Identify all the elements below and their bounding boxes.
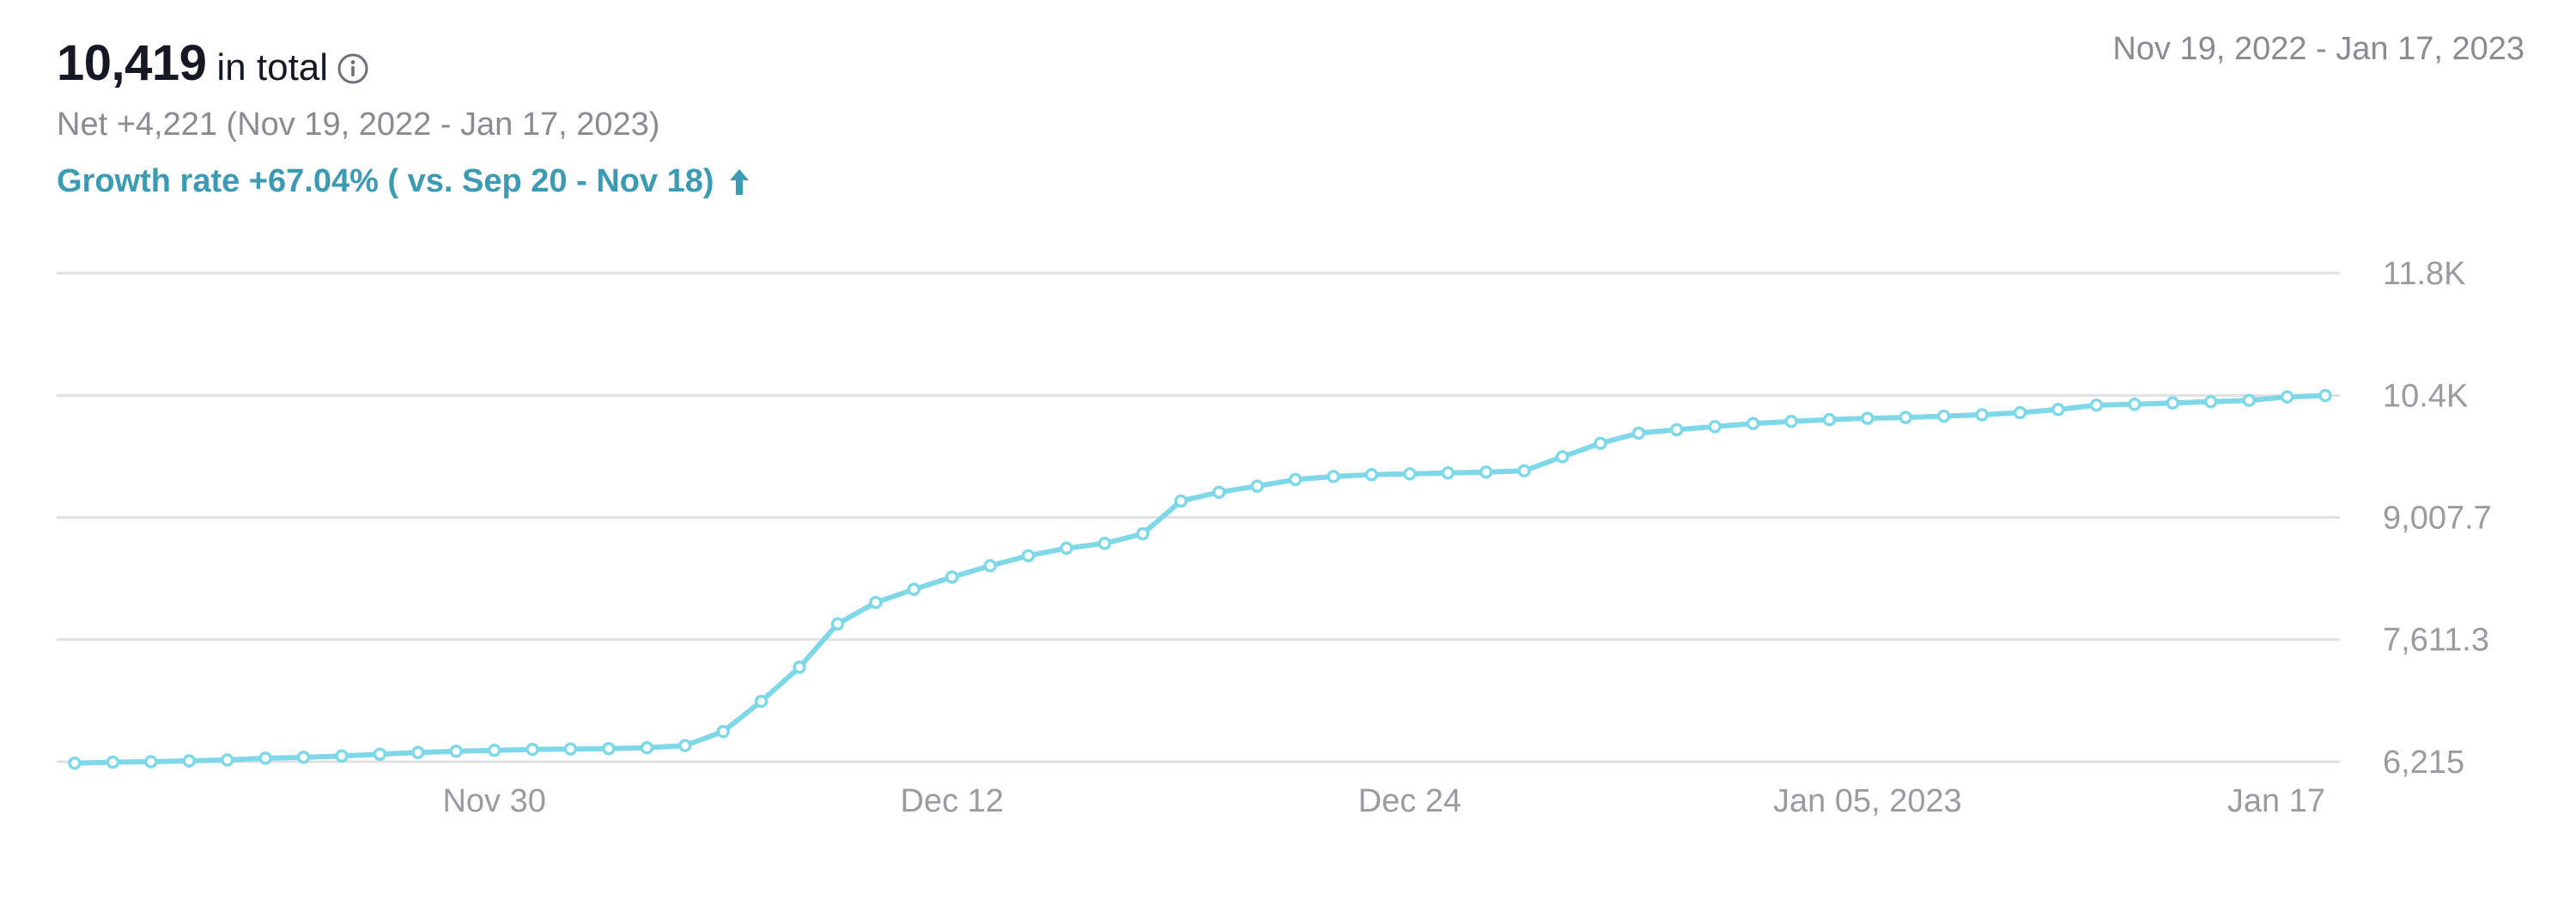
data-point[interactable]: [2051, 403, 2065, 416]
data-point[interactable]: [335, 749, 349, 763]
x-tick-label: Jan 17: [2227, 783, 2325, 819]
data-point[interactable]: [602, 741, 616, 756]
data-point[interactable]: [1021, 549, 1036, 562]
data-point[interactable]: [1097, 537, 1112, 550]
y-tick-label: 7,611.3: [2383, 623, 2489, 659]
data-point[interactable]: [68, 756, 82, 770]
data-point[interactable]: [526, 742, 539, 757]
data-point[interactable]: [983, 559, 997, 573]
data-point[interactable]: [1861, 411, 1874, 425]
net-change-text: Net +4,221 (Nov 19, 2022 - Jan 17, 2023): [57, 106, 660, 143]
data-point[interactable]: [1631, 426, 1646, 441]
data-point[interactable]: [2013, 405, 2027, 420]
data-points: [68, 388, 2332, 770]
data-point[interactable]: [296, 751, 311, 764]
data-point[interactable]: [1327, 470, 1340, 483]
x-axis-labels: Nov 30 Dec 12 Dec 24 Jan 05, 2023 Jan 17: [442, 783, 2325, 819]
y-tick-label: 6,215: [2383, 745, 2464, 781]
data-point[interactable]: [830, 617, 845, 631]
y-tick-label: 10.4K: [2383, 379, 2468, 415]
data-point[interactable]: [106, 755, 120, 769]
data-point[interactable]: [1937, 409, 1951, 423]
total-line: 10,419 in total: [57, 34, 369, 92]
date-range-label: Nov 19, 2022 - Jan 17, 2023: [2112, 31, 2524, 67]
data-point[interactable]: [1822, 412, 1837, 427]
data-point[interactable]: [716, 725, 730, 739]
data-point[interactable]: [1136, 526, 1150, 541]
data-point[interactable]: [640, 740, 654, 755]
y-axis-labels: 6,215 7,611.3 9,007.7 10.4K 11.8K: [2383, 256, 2492, 781]
data-point[interactable]: [1784, 414, 1798, 429]
x-tick-label: Nov 30: [442, 783, 545, 819]
data-point[interactable]: [1212, 485, 1226, 499]
data-point[interactable]: [563, 742, 578, 756]
growth-rate-text: Growth rate +67.04% ( vs. Sep 20 - Nov 1…: [57, 163, 714, 199]
info-circle-icon[interactable]: [337, 52, 369, 85]
data-point[interactable]: [793, 660, 806, 674]
data-point[interactable]: [1479, 465, 1493, 479]
data-point[interactable]: [1403, 467, 1417, 481]
data-point[interactable]: [1174, 494, 1188, 508]
data-point[interactable]: [1746, 416, 1760, 430]
data-point[interactable]: [1708, 420, 1722, 434]
data-point[interactable]: [258, 751, 272, 765]
data-point[interactable]: [1364, 468, 1379, 482]
summary-block: 10,419 in total: [57, 34, 369, 92]
arrow-up-icon: [728, 167, 750, 197]
data-point[interactable]: [1517, 464, 1531, 477]
data-point[interactable]: [907, 582, 921, 597]
x-tick-label: Dec 24: [1358, 783, 1461, 819]
series-line: [72, 392, 2328, 766]
x-tick-label: Jan 05, 2023: [1773, 783, 1962, 819]
data-point[interactable]: [144, 755, 158, 769]
data-point[interactable]: [2280, 390, 2294, 404]
data-point[interactable]: [220, 753, 234, 767]
data-point[interactable]: [1670, 423, 1684, 437]
data-point[interactable]: [1555, 450, 1570, 464]
data-point[interactable]: [2318, 388, 2332, 403]
data-point[interactable]: [678, 739, 692, 752]
y-tick-label: 9,007.7: [2383, 500, 2492, 536]
data-point[interactable]: [2203, 395, 2218, 409]
total-value: 10,419: [57, 35, 207, 91]
y-tick-label: 11.8K: [2383, 256, 2465, 292]
data-point[interactable]: [2166, 396, 2180, 410]
data-point[interactable]: [1975, 408, 1989, 422]
data-point[interactable]: [449, 745, 463, 758]
data-point[interactable]: [373, 747, 387, 762]
data-point[interactable]: [754, 694, 769, 708]
data-point[interactable]: [1288, 472, 1303, 487]
grid-lines: [57, 271, 2340, 763]
data-point[interactable]: [1441, 466, 1455, 480]
growth-rate: Growth rate +67.04% ( vs. Sep 20 - Nov 1…: [57, 163, 750, 200]
data-point[interactable]: [2089, 398, 2104, 412]
data-point[interactable]: [487, 744, 501, 757]
data-point[interactable]: [1060, 541, 1073, 556]
data-point[interactable]: [2128, 398, 2142, 411]
data-point[interactable]: [411, 745, 425, 760]
data-point[interactable]: [1250, 479, 1264, 493]
data-point[interactable]: [1899, 410, 1913, 424]
x-tick-label: Dec 12: [901, 783, 1004, 819]
data-point[interactable]: [182, 754, 197, 768]
data-point[interactable]: [1594, 436, 1607, 450]
data-point[interactable]: [2242, 393, 2256, 407]
data-point[interactable]: [945, 570, 959, 584]
data-point[interactable]: [869, 595, 883, 610]
total-suffix: in total: [216, 46, 329, 88]
